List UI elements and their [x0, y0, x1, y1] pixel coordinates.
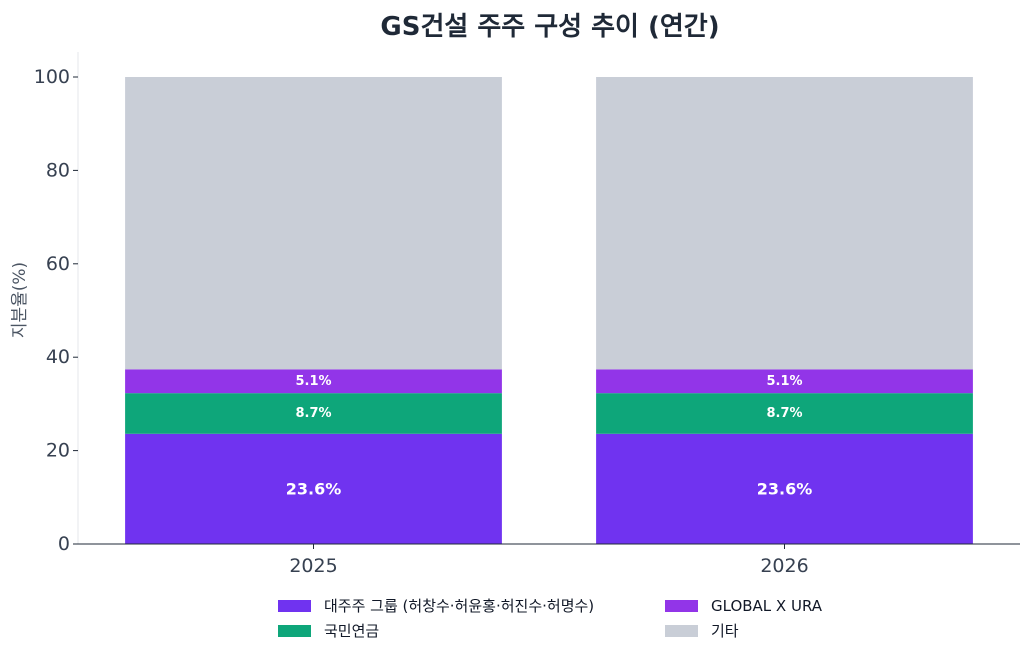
axes-group: 2025 2026 0 20 40 60 80 100 — [34, 52, 1020, 577]
y-tick-label-1: 20 — [46, 440, 70, 462]
bar-segment-3-1 — [596, 77, 973, 370]
bar-segment-3-0 — [125, 77, 502, 370]
legend: 대주주 그룹 (허창수·허윤홍·허진수·허명수) 국민연금 GLOBAL X URA… — [278, 597, 823, 640]
y-tick-label-3: 60 — [46, 253, 70, 275]
y-axis-label: 지분율(%) — [10, 262, 30, 338]
y-tick-label-2: 40 — [46, 346, 70, 368]
x-tick-label-1: 2026 — [760, 555, 808, 577]
y-tick-label-5: 100 — [34, 66, 70, 88]
legend-swatch-3 — [665, 625, 698, 637]
bars-group: 23.6% 8.7% 5.1% 23.6% 8.7% 5.1% — [125, 77, 973, 544]
chart-title: GS건설 주주 구성 추이 (연간) — [380, 12, 719, 42]
bar-segment-2-0 — [125, 369, 502, 394]
data-label-1-1: 8.7% — [766, 406, 802, 421]
bar-segment-2-1 — [596, 369, 973, 394]
legend-label-3: 기타 — [711, 622, 739, 640]
legend-label-1: 국민연금 — [324, 622, 379, 640]
bar-segment-1-1 — [596, 393, 973, 434]
legend-swatch-2 — [665, 600, 698, 612]
legend-swatch-1 — [278, 625, 311, 637]
bar-segment-0-0 — [125, 433, 502, 544]
data-label-2-1: 5.1% — [766, 374, 802, 389]
y-tick-label-4: 80 — [46, 159, 70, 181]
bar-segment-1-0 — [125, 393, 502, 434]
data-label-1-0: 8.7% — [295, 406, 331, 421]
legend-swatch-0 — [278, 600, 311, 612]
data-label-0-0: 23.6% — [286, 479, 342, 498]
y-tick-label-0: 0 — [58, 533, 70, 555]
data-label-0-1: 23.6% — [757, 479, 813, 498]
legend-label-2: GLOBAL X URA — [711, 597, 823, 615]
legend-label-0: 대주주 그룹 (허창수·허윤홍·허진수·허명수) — [324, 597, 594, 615]
x-tick-label-0: 2025 — [289, 555, 337, 577]
bar-segment-0-1 — [596, 433, 973, 544]
data-label-2-0: 5.1% — [295, 374, 331, 389]
